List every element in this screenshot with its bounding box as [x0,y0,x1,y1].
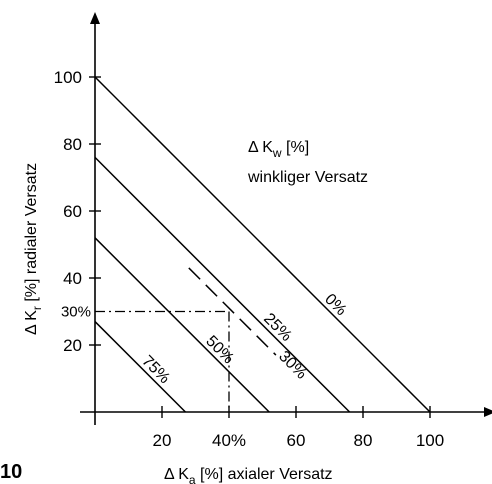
x-tick-label: 100 [416,431,444,450]
series-line-0pct [94,76,431,413]
series-label-0pct: 0% [321,291,349,319]
x-tick-label: 40% [212,431,246,450]
x-tick-label: 60 [287,431,306,450]
y-tick-label: 80 [63,135,82,154]
x-tick-label: 80 [354,431,373,450]
series-line-25pct [94,156,351,413]
x-axis-title: Δ Ka [%] axialer Versatz [164,466,333,484]
series-line-50pct [94,237,270,413]
y-tick-label: 40 [63,269,82,288]
series-line-75pct [94,321,186,413]
y-tick-label: 60 [63,202,82,221]
legend-caption: winkliger Versatz [247,169,368,186]
x-axis-arrow [484,407,492,417]
y-tick-label: 100 [54,68,82,87]
y-tick-label: 20 [63,336,82,355]
example-y-label: 30% [61,304,91,321]
x-tick-label: 20 [153,431,172,450]
legend-title: Δ Kw [%] [248,139,309,160]
series-layer: 0%25%50%75% 30% [94,76,431,413]
labels-layer: 10 Δ Ka [%] axialer Versatz Δ Kr [%] rad… [0,139,368,484]
y-axis-title: Δ Kr [%] radialer Versatz [23,163,44,335]
axes-layer [80,12,492,425]
figure-number: 10 [0,461,22,483]
dashed-line-30pct [188,267,277,356]
ticks-layer: 30% 20 40% 60 80 100 20 40 60 80 100 [54,68,445,450]
dashed-line-label: 30% [275,348,310,383]
y-axis-arrow [90,12,100,24]
